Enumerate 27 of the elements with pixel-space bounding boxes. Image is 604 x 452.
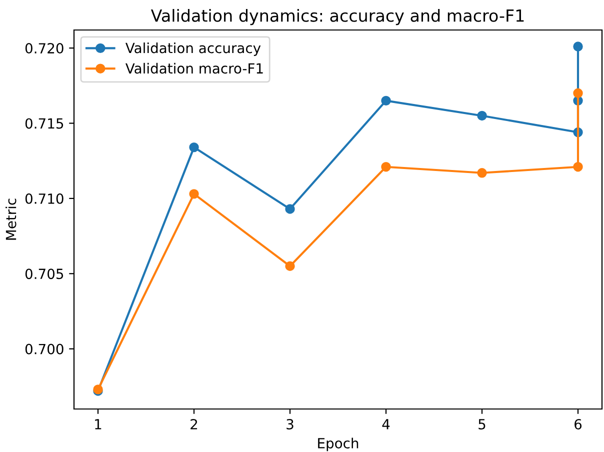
y-tick-label: 0.700 — [25, 344, 64, 354]
point — [573, 162, 583, 172]
point — [381, 162, 391, 172]
x-axis-title: Epoch — [318, 438, 358, 452]
point — [189, 142, 199, 152]
y-tick-label: 0.710 — [25, 193, 64, 204]
x-tick-label: 3 — [286, 418, 294, 430]
x-tick-label: 4 — [382, 419, 390, 430]
point — [381, 96, 391, 106]
point — [477, 110, 487, 121]
y-tick-label: 0.720 — [25, 43, 64, 54]
point — [285, 204, 295, 214]
x-tick-label: 6 — [574, 418, 582, 430]
y-axis-title: Metric — [6, 198, 16, 240]
point — [573, 88, 583, 98]
point — [477, 168, 487, 178]
y-tick-label: 0.715 — [25, 118, 64, 129]
y-tick-label: 0.705 — [25, 268, 64, 280]
x-tick-label: 5 — [478, 419, 486, 430]
x-tick-label: 2 — [190, 418, 198, 430]
legend-label: Validation macro-F1 — [125, 62, 263, 74]
point — [285, 261, 295, 271]
point — [189, 189, 199, 199]
chart-title: Validation dynamics: accuracy and macro-F1 — [150, 9, 524, 26]
legend-label: Validation accuracy — [125, 42, 261, 56]
x-tick-label: 1 — [95, 419, 102, 430]
point — [573, 42, 583, 52]
